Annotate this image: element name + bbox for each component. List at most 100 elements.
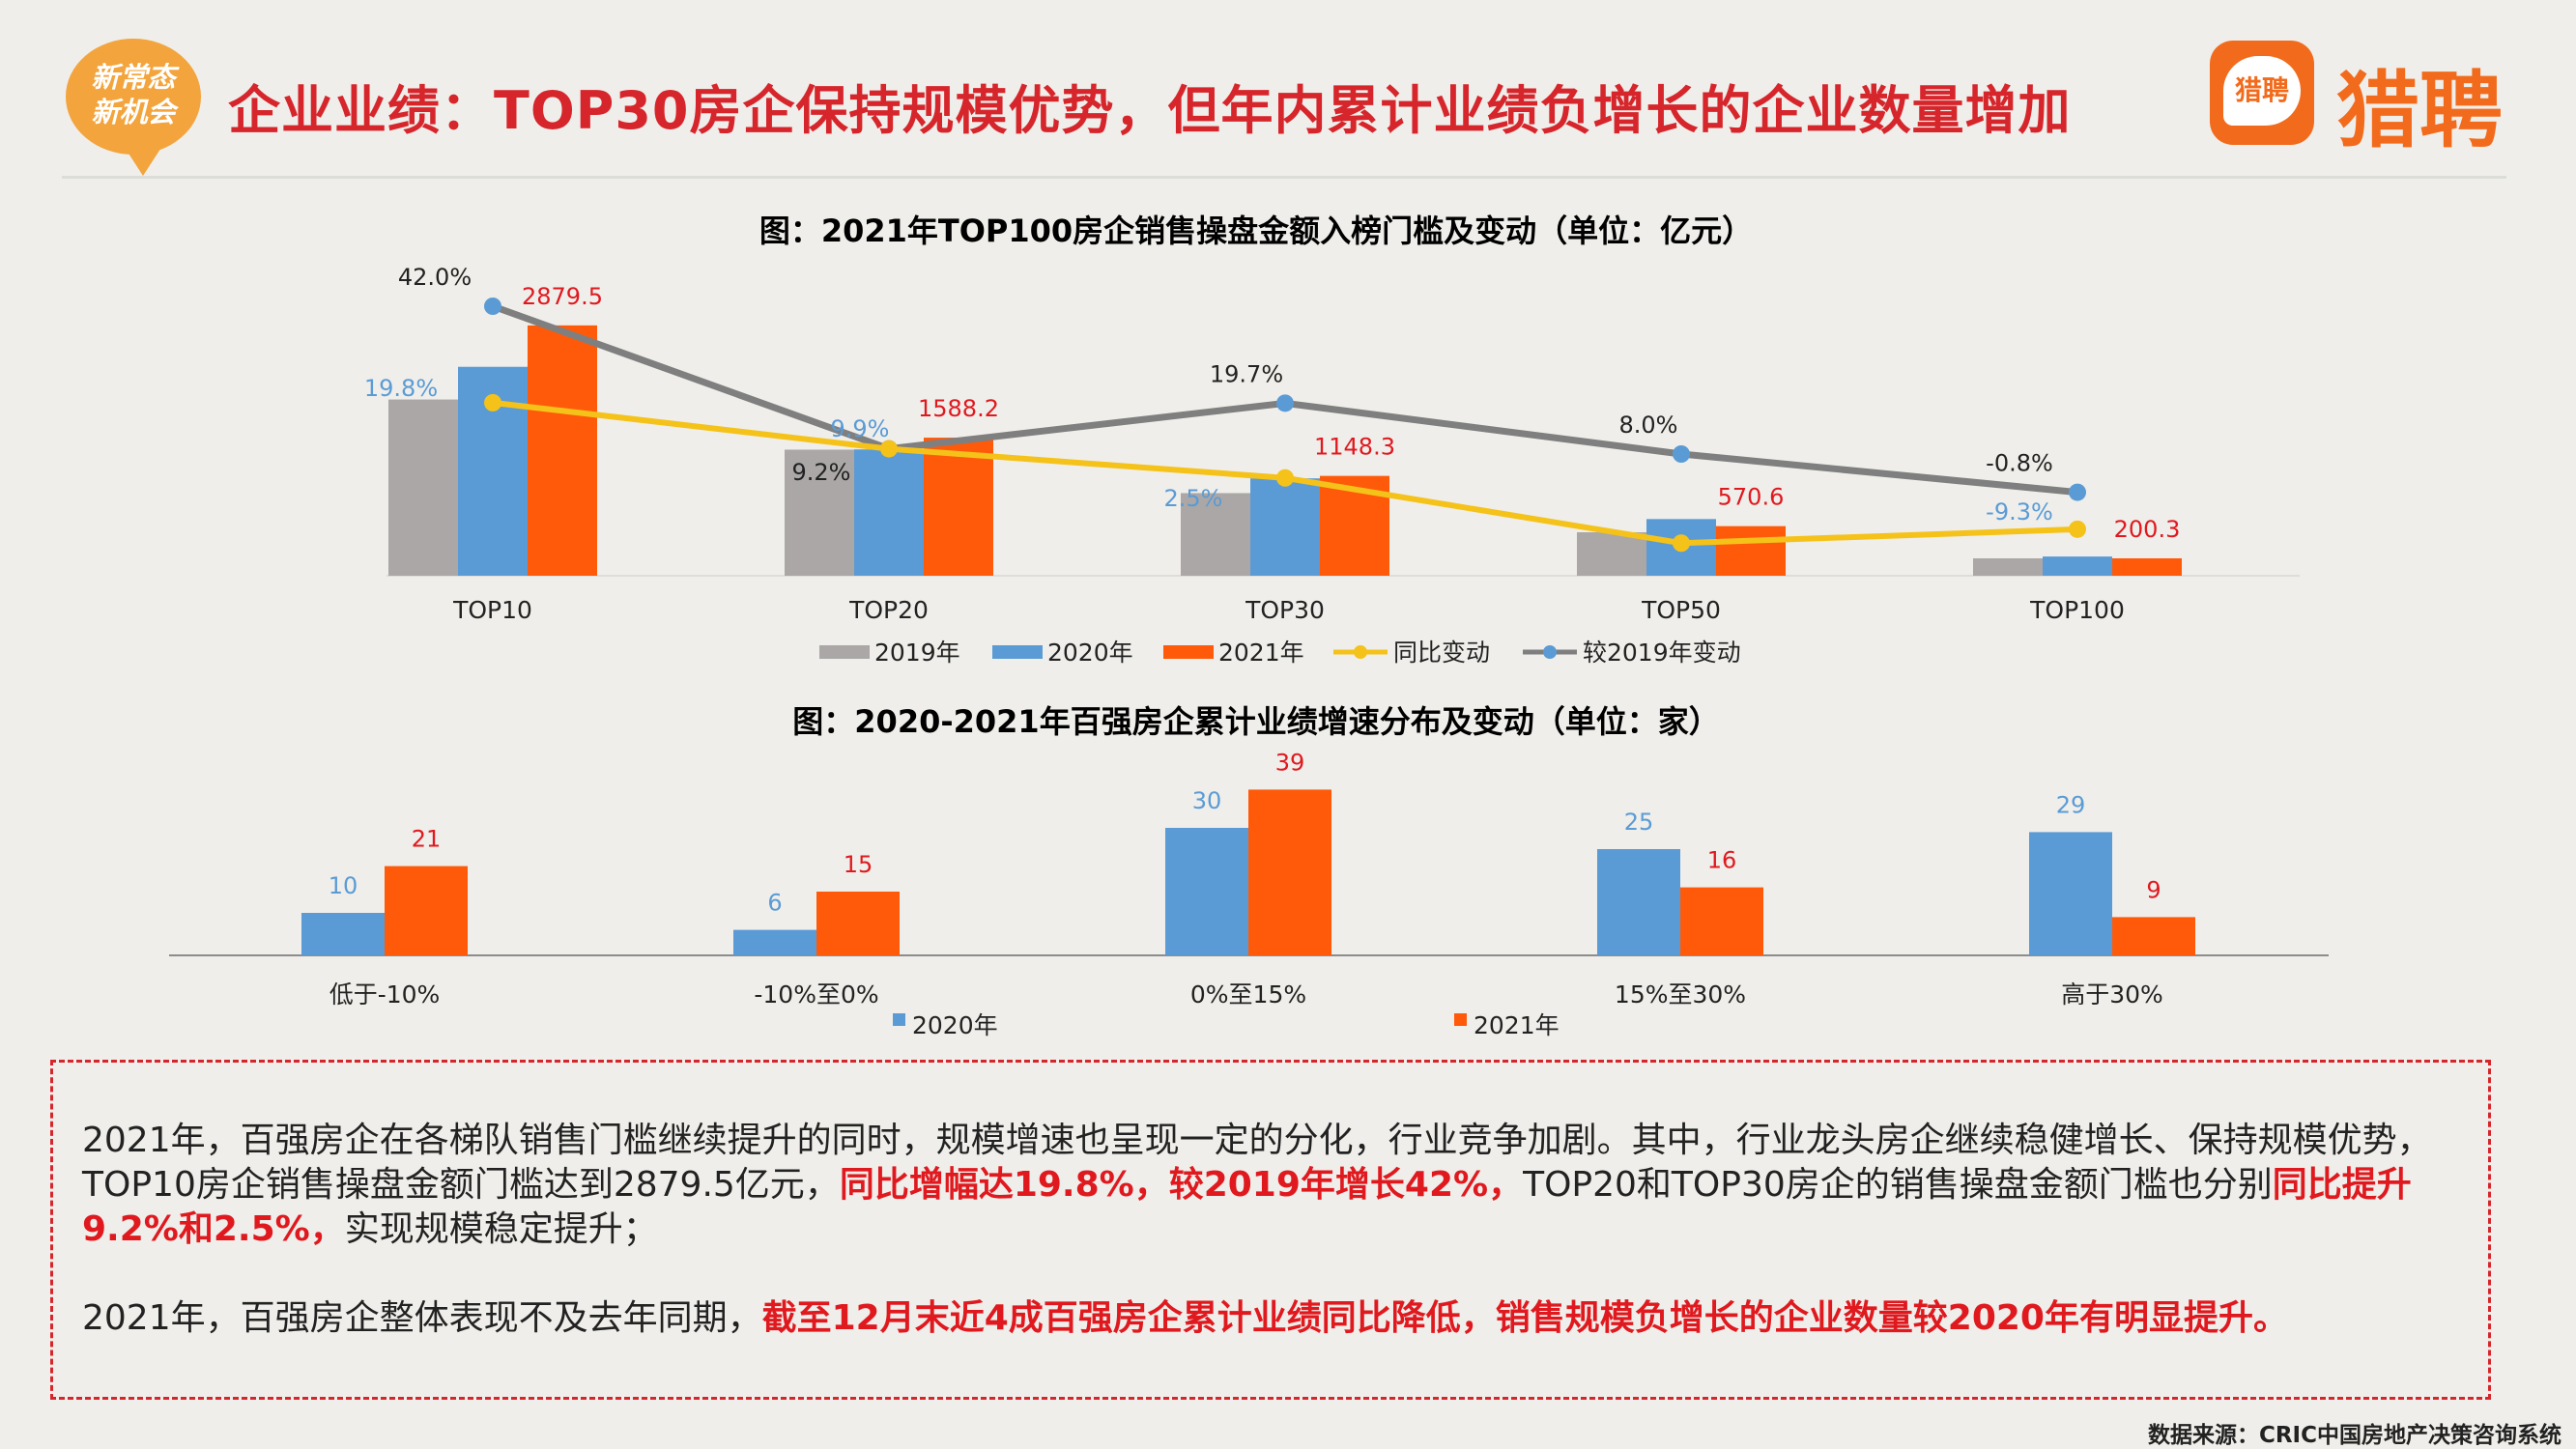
bar-高于30%-2021年 bbox=[2112, 917, 2195, 955]
value-label-2021年-高于30%: 9 bbox=[2146, 876, 2161, 903]
bar-TOP30-2020年 bbox=[1250, 478, 1320, 576]
value-label-2020年-高于30%: 29 bbox=[2056, 791, 2086, 818]
title-divider bbox=[62, 176, 2506, 179]
point-较2019年变动-TOP10 bbox=[484, 298, 501, 315]
page-title: 企业业绩：TOP30房企保持规模优势，但年内累计业绩负增长的企业数量增加 bbox=[228, 80, 2072, 141]
category-label-TOP100: TOP100 bbox=[2029, 596, 2125, 624]
label-yoy-TOP100: -9.3% bbox=[1986, 498, 2053, 526]
bar-TOP100-2021年 bbox=[2112, 557, 2182, 576]
legend-dot-同比变动 bbox=[1354, 645, 1367, 659]
data-source: 数据来源：CRIC中国房地产决策咨询系统 bbox=[2147, 1423, 2562, 1448]
point-同比变动-TOP10 bbox=[484, 393, 501, 412]
bar--10%至0%-2021年 bbox=[816, 892, 900, 955]
point-较2019年变动-TOP100 bbox=[2069, 483, 2086, 501]
point-较2019年变动-TOP30 bbox=[1276, 394, 1294, 412]
label-vs2019-TOP30: 19.7% bbox=[1210, 360, 1283, 387]
value-label-2021-TOP20: 1588.2 bbox=[918, 395, 999, 422]
p2-highlight: 截至12月末近4成百强房企累计业绩同比降低，销售规模负增长的企业数量较2020年… bbox=[761, 1298, 2288, 1338]
category-label-0%至15%: 0%至15% bbox=[1190, 980, 1306, 1009]
category-label-TOP20: TOP20 bbox=[848, 596, 929, 624]
bar-0%至15%-2021年 bbox=[1248, 789, 1331, 955]
point-同比变动-TOP30 bbox=[1276, 469, 1294, 487]
bar-TOP20-2019年 bbox=[785, 449, 854, 576]
bar-TOP50-2021年 bbox=[1716, 526, 1786, 576]
label-vs2019-TOP10: 42.0% bbox=[398, 264, 472, 291]
summary-box: 2021年，百强房企在各梯队销售门槛继续提升的同时，规模增速也呈现一定的分化，行… bbox=[50, 1060, 2491, 1400]
chart2-title: 图：2020-2021年百强房企累计业绩增速分布及变动（单位：家） bbox=[792, 703, 1719, 740]
badge-line2: 新机会 bbox=[91, 96, 176, 128]
category-label-高于30%: 高于30% bbox=[2061, 980, 2163, 1009]
category-label-低于-10%: 低于-10% bbox=[329, 980, 441, 1009]
p1-highlight-2: 同比提升9.2%和2.5%， bbox=[82, 1165, 2412, 1249]
legend-label-2021年: 2021年 bbox=[1474, 1011, 1560, 1039]
legend-label-2019年: 2019年 bbox=[874, 639, 960, 667]
bar-TOP100-2020年 bbox=[2043, 556, 2112, 576]
point-较2019年变动-TOP50 bbox=[1673, 445, 1690, 463]
summary-paragraph-2: 2021年，百强房企整体表现不及去年同期，截至12月末近4成百强房企累计业绩同比… bbox=[82, 1296, 2469, 1341]
point-同比变动-TOP20 bbox=[880, 440, 898, 458]
value-label-2021-TOP10: 2879.5 bbox=[522, 283, 603, 310]
bar-TOP10-2019年 bbox=[388, 399, 458, 576]
bar-TOP20-2021年 bbox=[924, 438, 993, 576]
legend-label-2021年: 2021年 bbox=[1218, 639, 1304, 667]
label-vs2019-TOP50: 8.0% bbox=[1619, 412, 1678, 439]
badge-line1: 新常态 bbox=[91, 61, 176, 94]
bar-15%至30%-2020年 bbox=[1597, 849, 1680, 955]
logo-icon-text: 猎聘 bbox=[2223, 56, 2301, 126]
p1-text-a: 2021年，百强房企在各梯队销售门槛继续提升的同时，规模增速也呈现一定的分化，行… bbox=[82, 1121, 2432, 1205]
bar-TOP30-2019年 bbox=[1181, 493, 1250, 576]
bar-低于-10%-2020年 bbox=[301, 913, 385, 955]
badge-text: 新常态 新机会 bbox=[66, 60, 201, 129]
value-label-2021年-低于-10%: 21 bbox=[412, 826, 442, 853]
value-label-2020年-0%至15%: 30 bbox=[1192, 787, 1222, 814]
bar-高于30%-2020年 bbox=[2029, 832, 2112, 955]
legend-label-2020年: 2020年 bbox=[912, 1011, 998, 1039]
value-label-2021-TOP30: 1148.3 bbox=[1314, 434, 1395, 461]
label-yoy-TOP10: 19.8% bbox=[364, 375, 438, 402]
category-label-TOP50: TOP50 bbox=[1641, 596, 1721, 624]
value-label-2021-TOP100: 200.3 bbox=[2114, 516, 2181, 543]
p1-text-c: 实现规模稳定提升； bbox=[344, 1209, 658, 1249]
label-vs2019-TOP100: -0.8% bbox=[1986, 450, 2053, 477]
legend-label-2020年: 2020年 bbox=[1047, 639, 1133, 667]
bar-TOP20-2020年 bbox=[854, 449, 924, 576]
legend-label-同比变动: 同比变动 bbox=[1393, 639, 1490, 667]
legend-swatch-2019年 bbox=[819, 645, 870, 659]
bar-TOP10-2021年 bbox=[528, 325, 597, 576]
value-label-2020年-低于-10%: 10 bbox=[329, 872, 358, 899]
bar-15%至30%-2021年 bbox=[1680, 887, 1763, 955]
category-label--10%至0%: -10%至0% bbox=[754, 980, 878, 1009]
summary-paragraph-1: 2021年，百强房企在各梯队销售门槛继续提升的同时，规模增速也呈现一定的分化，行… bbox=[82, 1119, 2469, 1252]
value-label-2021年-0%至15%: 39 bbox=[1275, 749, 1305, 776]
label-vs2019-TOP20: 9.2% bbox=[792, 459, 851, 486]
badge-tail bbox=[122, 143, 164, 176]
value-label-2021年--10%至0%: 15 bbox=[844, 851, 873, 878]
legend-dot-较2019年变动 bbox=[1543, 645, 1557, 659]
category-label-15%至30%: 15%至30% bbox=[1615, 980, 1746, 1009]
threshold-chart: 图：2021年TOP100房企销售操盘金额入榜门槛及变动（单位：亿元） 2879… bbox=[364, 213, 2300, 667]
bar-0%至15%-2020年 bbox=[1165, 828, 1248, 955]
label-yoy-TOP30: 2.5% bbox=[1164, 485, 1223, 512]
p1-highlight-1: 同比增幅达19.8%，较2019年增长42%， bbox=[839, 1165, 1524, 1205]
logo-brand-text: 猎聘 bbox=[2336, 63, 2503, 159]
brand-badge: 新常态 新机会 bbox=[66, 39, 209, 176]
legend-swatch-2020年 bbox=[893, 1013, 905, 1026]
bar-TOP100-2019年 bbox=[1973, 558, 2043, 576]
value-label-2021年-15%至30%: 16 bbox=[1707, 847, 1737, 874]
category-label-TOP10: TOP10 bbox=[452, 596, 532, 624]
category-label-TOP30: TOP30 bbox=[1245, 596, 1325, 624]
legend-swatch-2021年 bbox=[1454, 1013, 1467, 1026]
bar-低于-10%-2021年 bbox=[385, 866, 468, 955]
p1-text-b: TOP20和TOP30房企的销售操盘金额门槛也分别 bbox=[1523, 1165, 2273, 1205]
value-label-2020年--10%至0%: 6 bbox=[767, 890, 782, 917]
p2-text-a: 2021年，百强房企整体表现不及去年同期， bbox=[82, 1298, 762, 1338]
value-label-2020年-15%至30%: 25 bbox=[1624, 809, 1654, 836]
growth-distribution-chart: 图：2020-2021年百强房企累计业绩增速分布及变动（单位：家） 10 21 6 1… bbox=[169, 703, 2329, 1039]
legend-label-较2019年变动: 较2019年变动 bbox=[1583, 639, 1741, 667]
legend-swatch-2020年 bbox=[992, 645, 1043, 659]
value-label-2021-TOP50: 570.6 bbox=[1718, 484, 1785, 511]
bar--10%至0%-2020年 bbox=[733, 929, 816, 955]
bar-TOP50-2019年 bbox=[1577, 532, 1646, 576]
point-同比变动-TOP50 bbox=[1673, 534, 1690, 553]
badge-bubble bbox=[66, 39, 201, 155]
